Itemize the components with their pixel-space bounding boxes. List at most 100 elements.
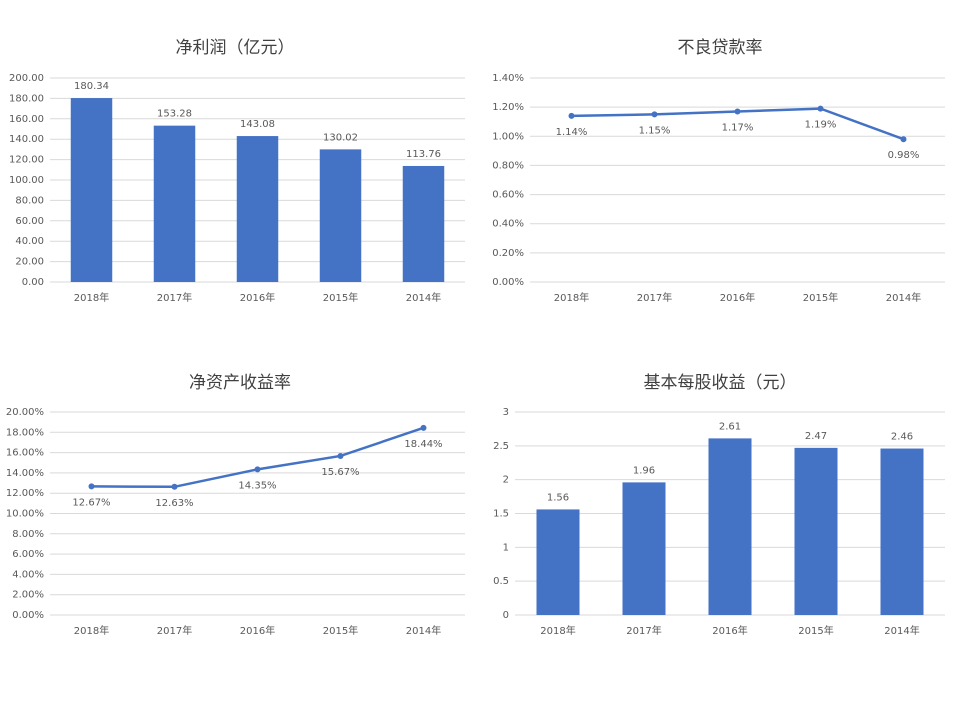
- data-label: 143.08: [240, 119, 275, 130]
- x-tick-label: 2018年: [540, 624, 575, 637]
- y-tick-label: 0.40%: [492, 219, 524, 230]
- x-tick-label: 2016年: [712, 624, 747, 637]
- data-label: 180.34: [74, 81, 109, 92]
- data-label: 12.67%: [72, 497, 110, 508]
- data-label: 113.76: [406, 149, 441, 160]
- data-label: 15.67%: [321, 467, 359, 478]
- x-tick-label: 2015年: [798, 624, 833, 637]
- y-tick-label: 0.00: [22, 277, 44, 288]
- y-tick-label: 160.00: [9, 114, 44, 125]
- point: [734, 108, 741, 115]
- x-tick-label: 2016年: [720, 291, 755, 304]
- y-tick-label: 0: [503, 610, 509, 621]
- y-tick-label: 18.00%: [6, 427, 44, 438]
- y-tick-label: 20.00: [15, 257, 44, 268]
- x-tick-label: 2014年: [406, 624, 441, 637]
- bar: [70, 98, 113, 283]
- x-tick-label: 2015年: [803, 291, 838, 304]
- point: [88, 483, 95, 490]
- x-tick-label: 2015年: [323, 624, 358, 637]
- bar: [153, 125, 196, 282]
- data-label: 2.47: [805, 431, 827, 442]
- data-label: 1.96: [633, 465, 655, 476]
- x-tick-label: 2018年: [74, 624, 109, 637]
- x-tick-label: 2017年: [157, 624, 192, 637]
- data-label: 1.19%: [805, 120, 837, 131]
- bar: [622, 482, 666, 615]
- data-label: 2.61: [719, 421, 741, 432]
- bar: [236, 136, 279, 282]
- point: [568, 112, 575, 119]
- y-tick-label: 120.00: [9, 155, 44, 166]
- bar: [319, 149, 362, 282]
- bar: [708, 438, 752, 615]
- data-label: 14.35%: [238, 480, 276, 491]
- x-tick-label: 2016年: [240, 624, 275, 637]
- y-tick-label: 0.5: [493, 576, 509, 587]
- y-tick-label: 100.00: [9, 175, 44, 186]
- bar: [402, 165, 445, 282]
- y-tick-label: 3: [503, 407, 509, 418]
- y-tick-label: 2.5: [493, 441, 509, 452]
- point: [817, 105, 824, 112]
- y-tick-label: 140.00: [9, 134, 44, 145]
- data-label: 153.28: [157, 109, 192, 120]
- x-tick-label: 2014年: [886, 291, 921, 304]
- x-tick-label: 2017年: [637, 291, 672, 304]
- data-label: 1.14%: [556, 127, 588, 138]
- y-tick-label: 20.00%: [6, 407, 44, 418]
- x-tick-label: 2017年: [157, 291, 192, 304]
- y-tick-label: 12.00%: [6, 488, 44, 499]
- y-tick-label: 200.00: [9, 73, 44, 84]
- bar: [794, 447, 838, 615]
- y-tick-label: 1.00%: [492, 131, 524, 142]
- y-tick-label: 1.40%: [492, 73, 524, 84]
- data-label: 1.15%: [639, 125, 671, 136]
- y-tick-label: 0.20%: [492, 248, 524, 259]
- y-tick-label: 0.00%: [12, 610, 44, 621]
- y-tick-label: 180.00: [9, 93, 44, 104]
- data-label: 2.46: [891, 432, 913, 443]
- x-tick-label: 2014年: [406, 291, 441, 304]
- bar: [880, 448, 924, 615]
- point: [651, 111, 658, 118]
- data-label: 0.98%: [888, 150, 920, 161]
- y-tick-label: 16.00%: [6, 448, 44, 459]
- y-tick-label: 4.00%: [12, 569, 44, 580]
- x-tick-label: 2016年: [240, 291, 275, 304]
- y-tick-label: 10.00%: [6, 509, 44, 520]
- point: [254, 466, 261, 473]
- y-tick-label: 80.00: [15, 195, 44, 206]
- y-tick-label: 2.00%: [12, 590, 44, 601]
- bar: [536, 509, 580, 615]
- point: [420, 424, 427, 431]
- line: [91, 426, 424, 489]
- x-tick-label: 2018年: [74, 291, 109, 304]
- data-label: 12.63%: [155, 498, 193, 509]
- y-tick-label: 6.00%: [12, 549, 44, 560]
- data-label: 18.44%: [404, 439, 442, 450]
- chart-title: 不良贷款率: [678, 38, 763, 58]
- x-tick-label: 2017年: [626, 624, 661, 637]
- y-tick-label: 1: [503, 542, 509, 553]
- point: [900, 136, 907, 143]
- y-tick-label: 0.00%: [492, 277, 524, 288]
- chart-title: 净利润（亿元）: [176, 38, 295, 58]
- point: [337, 452, 344, 459]
- data-label: 130.02: [323, 132, 358, 143]
- data-label: 1.56: [547, 492, 569, 503]
- point: [171, 483, 178, 490]
- y-tick-label: 14.00%: [6, 468, 44, 479]
- y-tick-label: 8.00%: [12, 529, 44, 540]
- y-tick-label: 2: [503, 475, 509, 486]
- y-tick-label: 40.00: [15, 236, 44, 247]
- data-label: 1.17%: [722, 123, 754, 134]
- chart-title: 净资产收益率: [189, 373, 291, 393]
- y-tick-label: 1.5: [493, 509, 509, 520]
- y-tick-label: 1.20%: [492, 102, 524, 113]
- x-tick-label: 2018年: [554, 291, 589, 304]
- x-tick-label: 2014年: [884, 624, 919, 637]
- y-tick-label: 60.00: [15, 216, 44, 227]
